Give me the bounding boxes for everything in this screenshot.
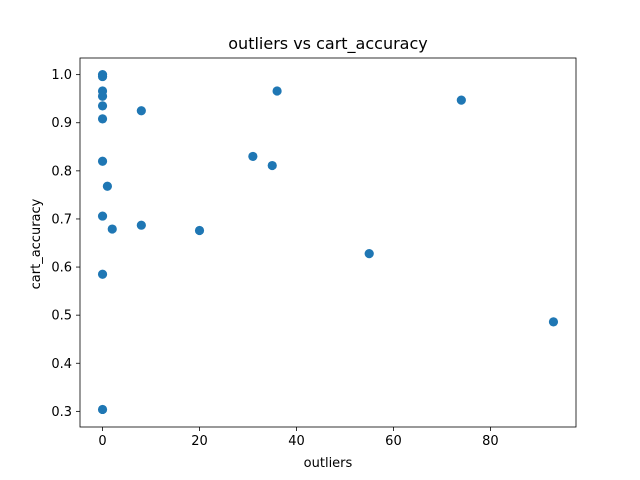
data-point-20 (548, 317, 559, 327)
x-axis-label: outliers (304, 456, 353, 471)
chart-title: outliers vs cart_accuracy (228, 34, 427, 54)
data-point-18 (364, 248, 374, 259)
data-point-12 (136, 106, 146, 116)
data-point-9 (97, 404, 108, 415)
data-point-10 (102, 181, 112, 191)
y-tick-label: 0.3 (51, 405, 72, 420)
data-point-16 (267, 160, 277, 171)
data-point-17 (272, 86, 282, 96)
y-tick-label: 1.0 (51, 68, 72, 83)
data-point-7 (97, 211, 108, 221)
plot-frame (79, 57, 577, 428)
y-tick-label: 0.7 (51, 212, 72, 227)
data-point-5 (97, 114, 108, 124)
x-axis-ticks: 0 20 40 60 80 (98, 427, 499, 449)
x-tick-label: 80 (482, 434, 499, 449)
plot-area (79, 57, 577, 428)
data-point-8 (97, 269, 108, 279)
data-point-1 (97, 71, 108, 82)
data-point-11 (107, 224, 117, 234)
data-point-14 (194, 225, 205, 236)
x-tick-label: 0 (98, 434, 106, 449)
y-tick-label: 0.6 (51, 261, 72, 276)
y-tick-label: 0.9 (51, 116, 72, 131)
data-point-3 (97, 91, 108, 101)
y-tick-label: 0.5 (51, 309, 72, 324)
x-tick-label: 60 (385, 434, 402, 449)
y-axis-label: cart_accuracy (29, 198, 44, 289)
x-tick-label: 40 (288, 434, 305, 449)
data-point-4 (97, 101, 108, 111)
y-tick-label: 0.4 (51, 357, 72, 372)
x-tick-label: 20 (191, 434, 208, 449)
data-point-6 (97, 156, 108, 166)
data-point-15 (248, 151, 258, 162)
y-axis-ticks: 0.3 0.4 0.5 0.6 0.7 0.8 0.9 1.0 (51, 68, 80, 420)
data-points (97, 70, 559, 415)
data-point-19 (456, 95, 466, 105)
y-tick-label: 0.8 (51, 164, 72, 179)
data-point-13 (136, 220, 146, 230)
